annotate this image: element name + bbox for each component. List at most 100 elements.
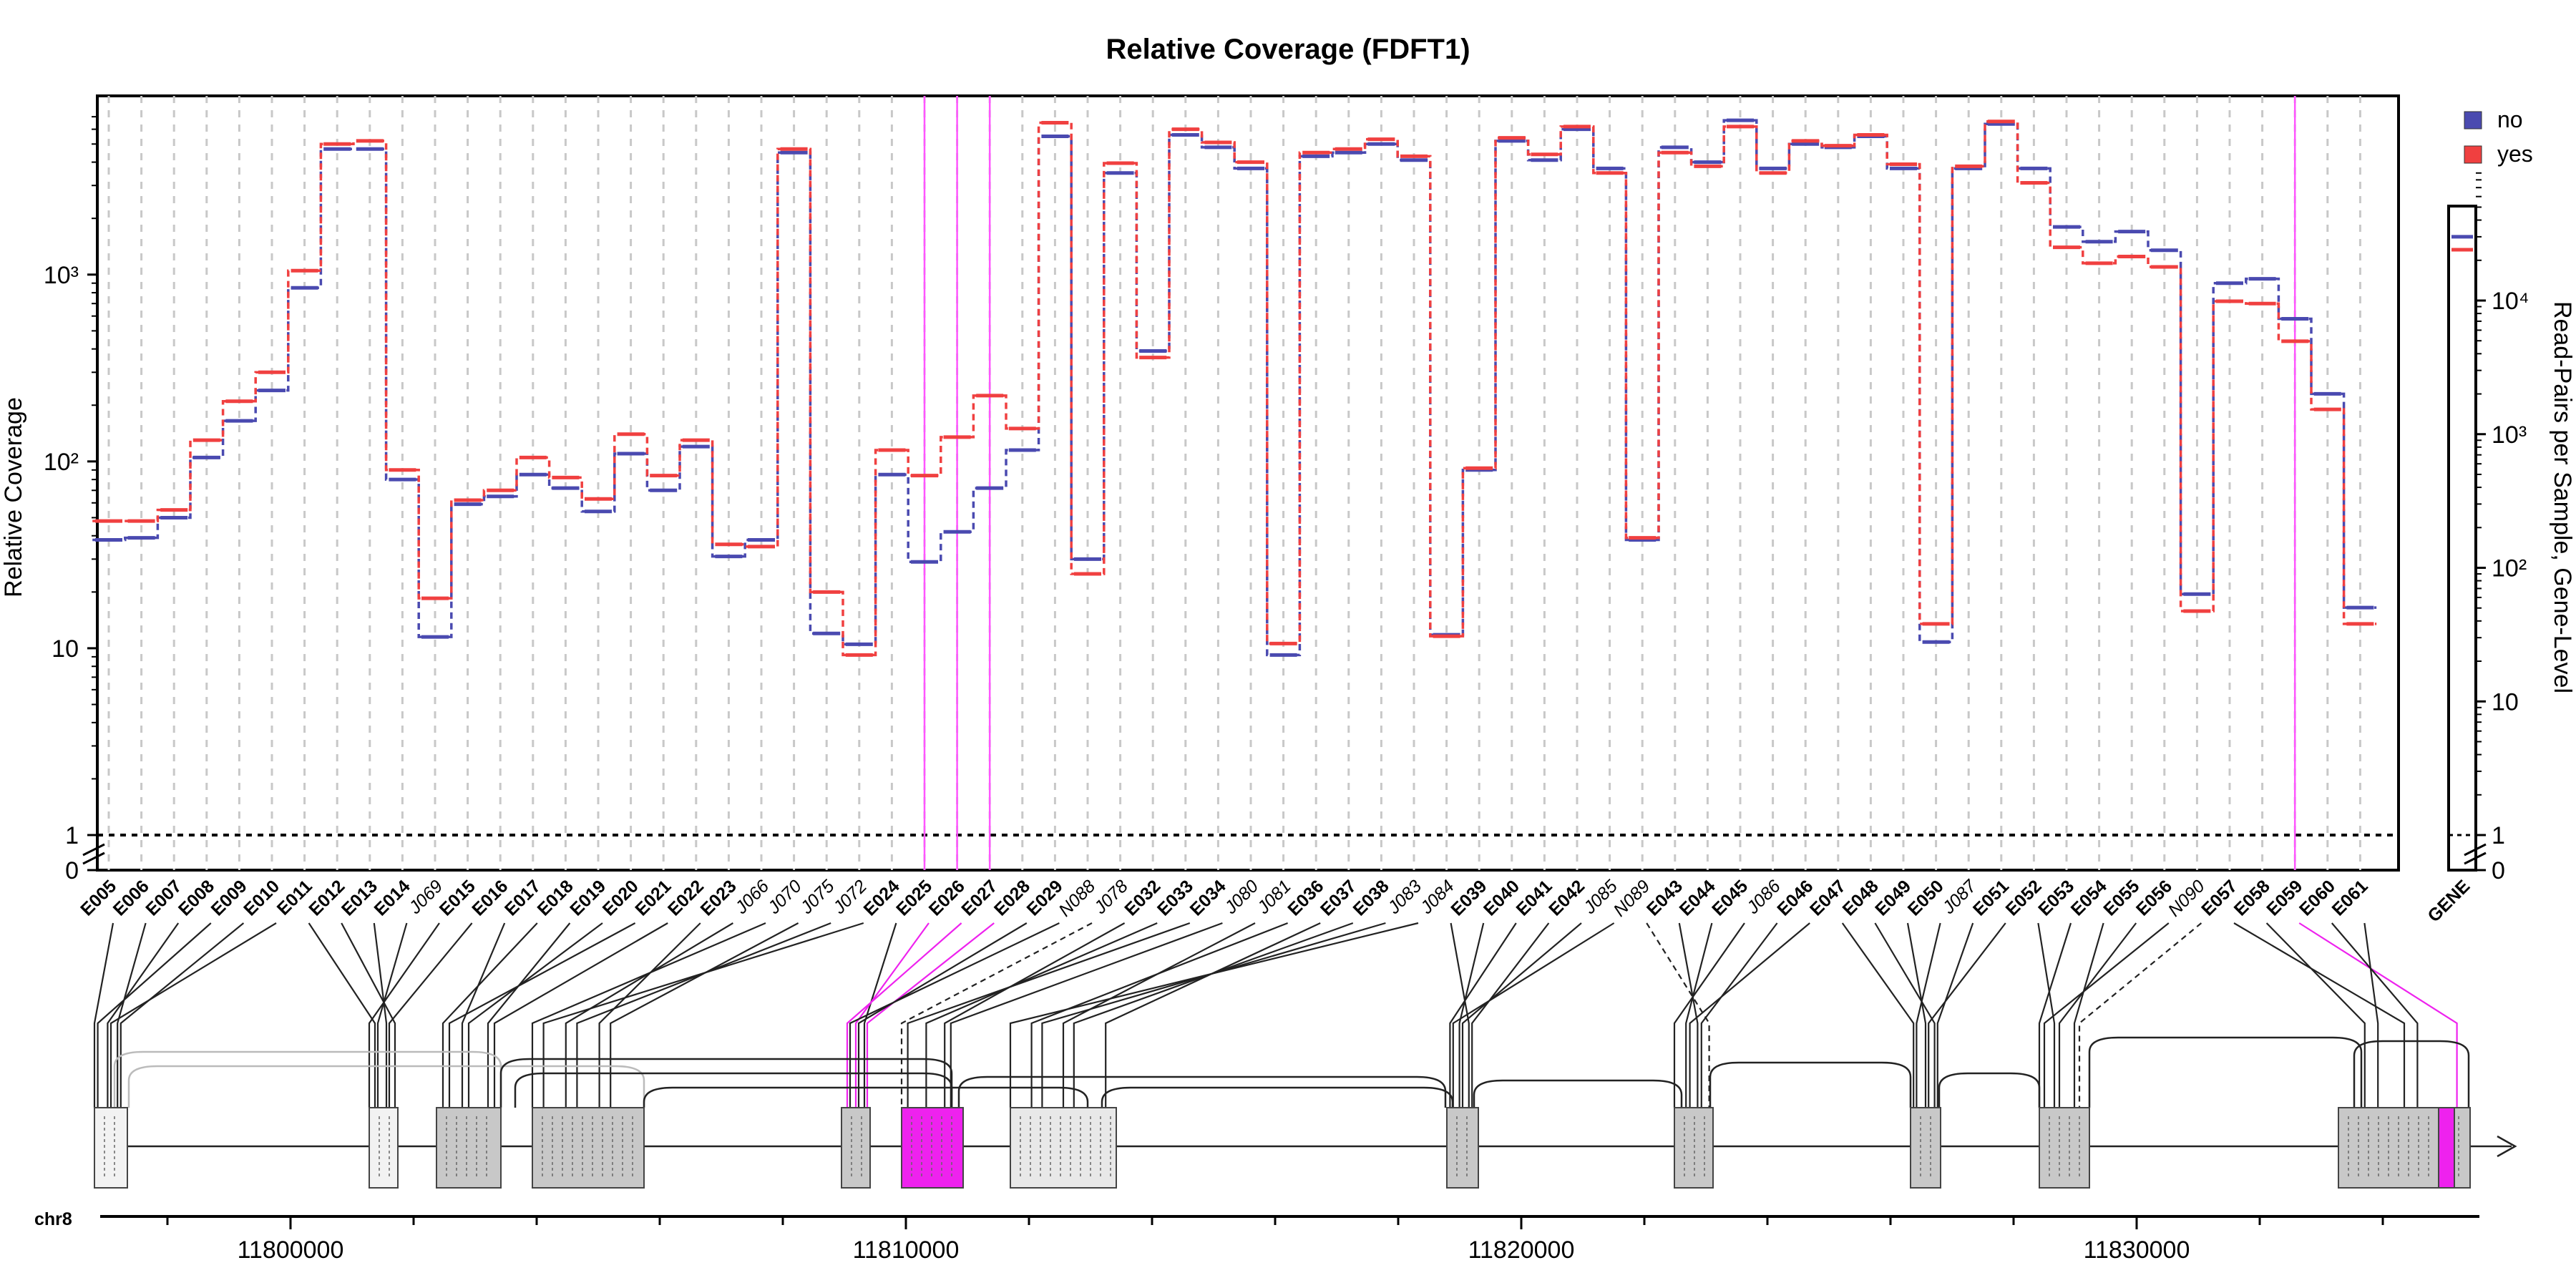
connector-E048 [1874, 922, 1936, 1108]
category-label-J078: J078 [1090, 876, 1132, 918]
category-label-E051: E051 [1969, 876, 2013, 919]
connector-E044 [1685, 922, 1713, 1108]
grid-lines [97, 96, 2399, 870]
exon-block [1910, 1107, 1941, 1189]
chromosome-label: chr8 [34, 1209, 72, 1229]
category-label-J070: J070 [763, 876, 806, 918]
connector-E042 [1461, 922, 1582, 1108]
series-line-yes [92, 120, 2377, 657]
exon-block [369, 1107, 399, 1189]
connector-J069 [368, 922, 440, 1108]
legend-swatch-no [2464, 111, 2482, 130]
connector-E024 [863, 922, 897, 1108]
highlight-lines [923, 96, 2296, 870]
category-label-E006: E006 [109, 876, 153, 919]
connector-E009 [119, 922, 245, 1108]
category-label-E032: E032 [1121, 876, 1164, 919]
category-label-E044: E044 [1676, 876, 1719, 919]
connector-E046 [1689, 922, 1810, 1108]
connector-E020 [448, 922, 636, 1108]
connector-E019 [467, 922, 603, 1108]
category-label-E039: E039 [1447, 876, 1491, 919]
connector-J066 [531, 922, 766, 1108]
category-label-E007: E007 [142, 876, 185, 919]
category-label-J075: J075 [796, 876, 839, 918]
category-label-E033: E033 [1153, 876, 1197, 919]
category-label-N089: N089 [1609, 876, 1654, 920]
connector-E053 [2038, 922, 2072, 1108]
plot-area [96, 94, 2400, 872]
connector-E007 [107, 922, 180, 1108]
category-label-E056: E056 [2132, 876, 2176, 919]
exon-block [1446, 1107, 1479, 1189]
connector-E036 [1105, 922, 1321, 1108]
exon-block [841, 1107, 871, 1189]
axis-break [2464, 852, 2487, 865]
connector-E051 [1928, 922, 2006, 1108]
connector-E034 [950, 922, 1223, 1108]
connector-E038 [1041, 922, 1386, 1108]
connector-J072 [542, 922, 864, 1108]
category-label-E014: E014 [371, 876, 414, 919]
category-label-J080: J080 [1220, 876, 1262, 918]
category-label-E016: E016 [468, 876, 512, 919]
connector-E006 [117, 922, 147, 1108]
category-label-E012: E012 [305, 876, 348, 919]
y-tick-label: 10³ [44, 262, 79, 289]
connector-J083 [1009, 922, 1419, 1108]
category-label-E028: E028 [990, 876, 1034, 919]
category-label-E026: E026 [925, 876, 969, 919]
junction-arc [499, 1058, 953, 1108]
y2-tick-label: 1 [2492, 822, 2505, 849]
category-label-E057: E057 [2197, 876, 2241, 919]
connector-E021 [493, 922, 668, 1108]
junction-arc [127, 1065, 645, 1108]
connector-E014 [376, 922, 408, 1108]
category-label-E015: E015 [436, 876, 479, 919]
category-label-J083: J083 [1383, 876, 1425, 918]
gene-level-marks [2449, 235, 2476, 836]
y2-tick-label: 10⁴ [2492, 288, 2529, 315]
connector-E015 [388, 922, 473, 1108]
connector-E017 [441, 922, 538, 1108]
category-label-N090: N090 [2165, 876, 2209, 920]
category-label-E038: E038 [1350, 876, 1393, 919]
category-label-E042: E042 [1545, 876, 1589, 919]
exon-block [2039, 1107, 2090, 1189]
connector-E026 [846, 922, 962, 1108]
connector-J084 [1450, 922, 1470, 1108]
category-label-E022: E022 [664, 876, 708, 919]
category-label-J086: J086 [1742, 876, 1785, 918]
exon-block [1010, 1107, 1117, 1189]
category-label-E005: E005 [77, 876, 120, 919]
category-label-E045: E045 [1708, 876, 1752, 919]
junction-arc [1938, 1072, 2041, 1108]
chart-title: Relative Coverage (FDFT1) [1106, 34, 1470, 65]
y-axis: 1 10 10² 10³ 0 [44, 116, 105, 884]
category-label-J081: J081 [1253, 876, 1295, 918]
connector-J078 [944, 922, 1126, 1108]
y2-tick-label: 10³ [2492, 421, 2527, 449]
legend: no yes [2464, 107, 2533, 167]
category-label-E019: E019 [566, 876, 610, 919]
category-label-E027: E027 [957, 876, 1001, 919]
category-label-E046: E046 [1773, 876, 1817, 919]
category-label-J084: J084 [1416, 876, 1458, 918]
exon-block [901, 1107, 964, 1189]
connector-E049 [1906, 922, 1927, 1108]
y2-tick-label: 10 [2492, 688, 2519, 716]
y2-axis-label: Read-Pairs per Sample, Gene-Level [2549, 301, 2576, 693]
connector-E025 [854, 922, 930, 1108]
category-label-E058: E058 [2230, 876, 2274, 919]
legend-swatch-yes [2464, 145, 2482, 164]
connector-E057 [2233, 922, 2406, 1108]
category-label-E036: E036 [1284, 876, 1327, 919]
connector-E054 [2073, 922, 2104, 1108]
junction-arc [514, 1072, 953, 1108]
connector-E023 [565, 922, 733, 1108]
y2-axis: 1 10 10² 10³ 10⁴ 0 [2464, 172, 2529, 884]
connector-E039 [1458, 922, 1485, 1108]
category-label-N088: N088 [1055, 876, 1099, 920]
category-label-J069: J069 [404, 876, 447, 918]
category-label-E049: E049 [1871, 876, 1915, 919]
